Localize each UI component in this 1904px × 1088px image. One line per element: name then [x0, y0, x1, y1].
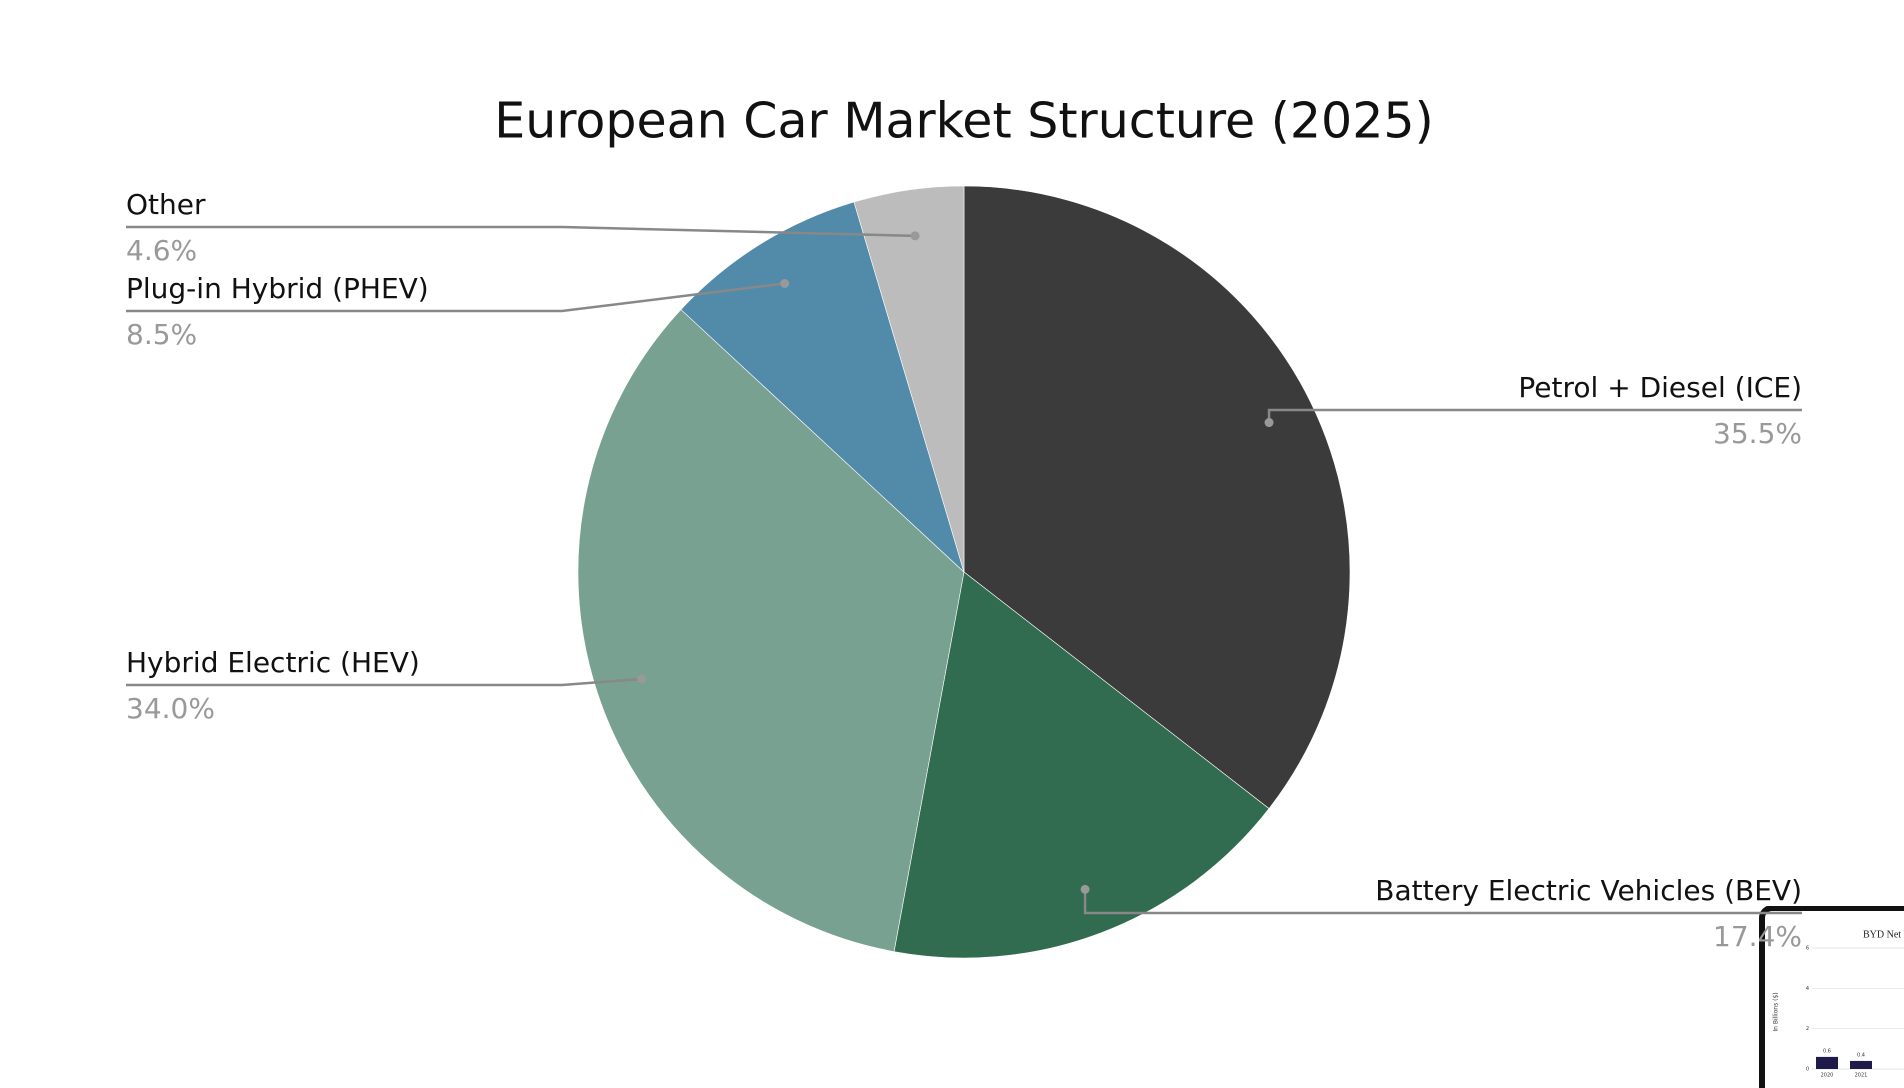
slice-value-label: 8.5% [126, 318, 197, 351]
slice-value-label: 4.6% [126, 234, 197, 267]
slice-value-label: 34.0% [126, 692, 215, 725]
x-tick-label: 2020 [1821, 1073, 1834, 1079]
leader-line [126, 225, 916, 238]
slice-label: Hybrid Electric (HEV) [126, 646, 420, 679]
leader-dot [1080, 884, 1090, 894]
bar [1850, 1060, 1872, 1069]
thumbnail-title: BYD Net P [1863, 929, 1904, 940]
thumbnail[interactable]: BYD Net P In Billions ($) 0 2 4 6 0.6 2020 0.4… [1759, 906, 1904, 1088]
y-tick-label: 0 [1806, 1067, 1809, 1073]
leader-line [1083, 889, 1802, 915]
slice-value-label: 17.4% [1713, 920, 1802, 953]
leader-dot [910, 231, 920, 241]
slice-label: Battery Electric Vehicles (BEV) [1375, 874, 1802, 907]
pie-slice [577, 309, 965, 952]
y-tick-label: 2 [1806, 1026, 1809, 1032]
x-tick-label: 2021 [1855, 1073, 1868, 1079]
slice-label: Petrol + Diesel (ICE) [1518, 371, 1802, 404]
slice-label: Other [126, 188, 206, 221]
y-tick-label: 6 [1806, 946, 1809, 952]
bar-value-label: 0.6 [1823, 1048, 1831, 1054]
thumbnail-ylabel: In Billions ($) [1773, 992, 1780, 1031]
leader-dot [780, 278, 790, 288]
chart-title: European Car Market Structure (2025) [494, 93, 1433, 150]
leader-line [126, 677, 642, 687]
pie-slice [963, 185, 1351, 810]
slice-value-label: 35.5% [1713, 417, 1802, 450]
thumbnail-frame [1759, 906, 1904, 1088]
leader-dot [1264, 418, 1274, 428]
pie-slice [680, 201, 965, 573]
pie-slice [893, 571, 1270, 959]
bar [1816, 1056, 1838, 1069]
pie-slice [853, 185, 965, 573]
leader-dot [637, 674, 647, 684]
bar-value-label: 0.4 [1857, 1052, 1865, 1058]
leader-line [126, 282, 785, 313]
pie: Petrol + Diesel (ICE) 35.5% Battery Electr… [126, 185, 1802, 959]
slice-label: Plug-in Hybrid (PHEV) [126, 272, 429, 305]
y-tick-label: 4 [1806, 986, 1809, 992]
